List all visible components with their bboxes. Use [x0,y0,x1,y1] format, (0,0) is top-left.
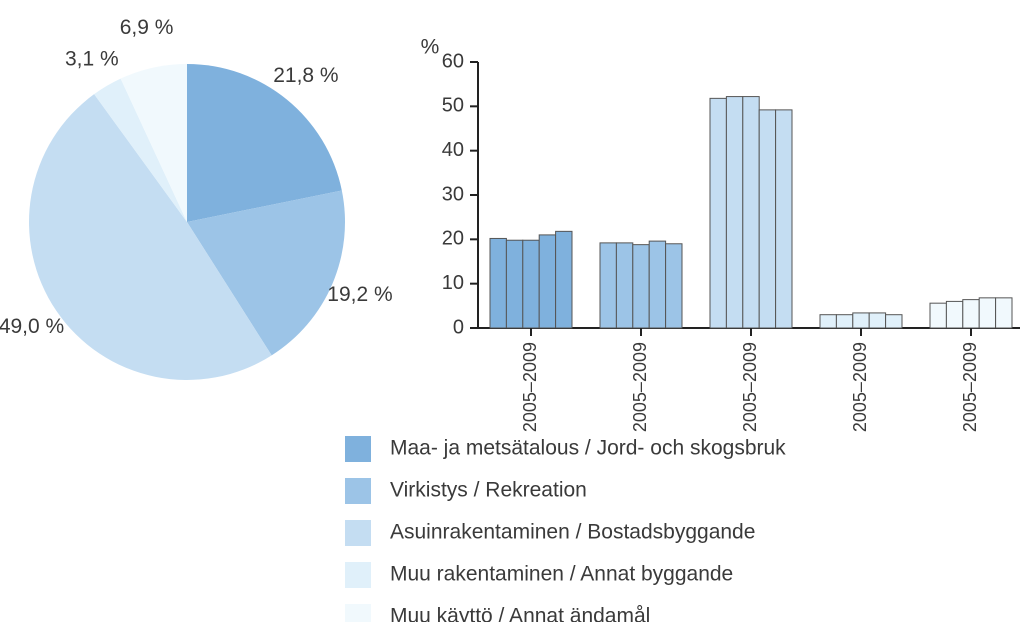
legend-swatch [345,436,371,462]
bar [538,234,557,329]
slice-label: 6,9 % [120,16,174,39]
x-tick-label: 2005–2009 [740,342,760,432]
bar [929,302,947,329]
y-axis-label: % [421,36,440,59]
x-tick-label: 2005–2009 [520,342,540,432]
bar [945,300,964,329]
slice-label: 3,1 % [65,47,119,70]
slice-label: 19,2 % [327,283,392,306]
bar [665,243,683,329]
bar [522,239,540,329]
bar [775,109,793,329]
x-tick-label: 2005–2009 [850,342,870,432]
y-tick-label: 40 [442,139,464,161]
legend-swatch [345,562,371,588]
legend-swatch [345,604,371,622]
legend-label: Asuinrakentaminen / Bostadsbyggande [390,521,755,544]
legend-swatch [345,520,371,546]
bar [709,97,727,329]
legend-swatch [345,478,371,504]
pie-slice [120,64,187,222]
pie-slice [187,190,346,356]
bar [742,96,760,329]
x-tick-label: 2005–2009 [630,342,650,432]
bar [978,297,997,329]
y-tick-label: 60 [442,50,464,72]
legend-label: Muu käyttö / Annat ändamål [390,605,650,622]
bar [819,314,837,329]
bar [885,314,903,329]
bar [615,242,634,329]
legend-label: Maa- ja metsätalous / Jord- och skogsbru… [390,437,786,460]
y-tick-label: 50 [442,95,464,117]
bar [835,314,854,329]
bar [725,96,744,329]
bar [555,230,573,329]
legend-label: Muu rakentaminen / Annat byggande [390,563,733,586]
pie-slice [28,94,272,381]
slice-label: 21,8 % [273,64,338,87]
bar [758,109,777,329]
y-tick-label: 10 [442,272,464,294]
bar [852,312,870,329]
legend-label: Virkistys / Rekreation [390,479,587,502]
bar [995,297,1013,329]
y-tick-label: 0 [453,316,464,338]
pie-slice [94,78,187,222]
bar [648,240,667,329]
bar [489,237,507,329]
x-tick-label: 2005–2009 [960,342,980,432]
bar [962,299,980,329]
bar [505,239,524,329]
bar [632,244,650,329]
y-tick-label: 30 [442,183,464,205]
y-tick-label: 20 [442,228,464,250]
pie-slice [187,64,342,222]
bar [599,242,617,329]
slice-label: 49,0 % [0,315,64,338]
bar [868,312,887,329]
